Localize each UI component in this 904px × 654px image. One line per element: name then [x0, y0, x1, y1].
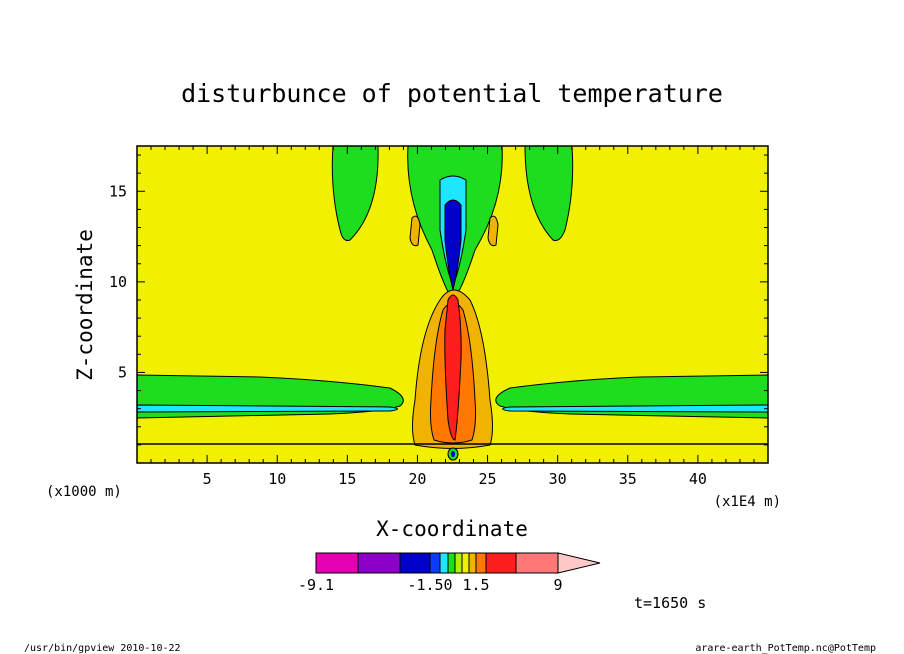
x-tick-label: 20 [408, 470, 426, 488]
colorbar-segment [485, 552, 517, 574]
colorbar-label: -1.50 [407, 576, 452, 594]
y-unit-label: (x1000 m) [46, 484, 122, 500]
y-tick-label: 10 [109, 273, 127, 291]
time-label: t=1650 s [634, 594, 706, 612]
x-tick-label: 15 [338, 470, 356, 488]
plot-area [137, 146, 768, 463]
y-axis-label: Z-coordinate [73, 229, 97, 381]
colorbar-segment [454, 552, 463, 574]
upper-green-lobe-left [331, 146, 379, 241]
colorbar-segment [461, 552, 470, 574]
upper-green-lobe-right [524, 146, 574, 241]
colorbar-segment [515, 552, 559, 574]
y-axis: 5 10 15 [109, 154, 768, 446]
colorbar-label: -9.1 [298, 576, 334, 594]
colorbar-label: 9 [553, 576, 562, 594]
colorbar-segment [429, 552, 441, 574]
footer-left: /usr/bin/gpview 2010-10-22 [24, 643, 181, 654]
chart-title: disturbunce of potential temperature [181, 79, 723, 108]
colorbar-label: 1.5 [462, 576, 489, 594]
colorbar-segment [557, 552, 601, 574]
x-tick-label: 30 [549, 470, 567, 488]
colorbar-segment [475, 552, 487, 574]
colorbar-labels: -9.1 -1.50 1.5 9 [298, 576, 563, 594]
x-axis: 5 10 15 20 25 30 35 40 [150, 146, 755, 488]
x-unit-label: (x1E4 m) [714, 494, 781, 510]
low-band-cyan-right [502, 404, 768, 413]
colorbar-segment [399, 552, 431, 574]
colorbar-segment [468, 552, 477, 574]
y-tick-label: 15 [109, 182, 127, 200]
x-tick-label: 25 [479, 470, 497, 488]
x-tick-label: 10 [268, 470, 286, 488]
y-tick-label: 5 [118, 363, 127, 381]
plot-frame [136, 145, 769, 464]
central-plume-blue [444, 199, 462, 291]
side-patch-right [487, 215, 499, 247]
x-axis-label: X-coordinate [376, 517, 528, 541]
colorbar-segment [439, 552, 449, 574]
footer-right: arare-earth_PotTemp.nc@PotTemp [695, 643, 876, 654]
colorbar [315, 552, 601, 574]
side-patch-left [409, 215, 421, 247]
low-band-cyan-left [137, 404, 398, 413]
colorbar-segment [315, 552, 359, 574]
x-tick-label: 35 [619, 470, 637, 488]
x-tick-label: 40 [689, 470, 707, 488]
colorbar-segment [447, 552, 456, 574]
source-marker-inner [451, 451, 455, 457]
x-tick-label: 5 [203, 470, 212, 488]
colorbar-segment [357, 552, 401, 574]
central-plume-red [444, 294, 462, 441]
